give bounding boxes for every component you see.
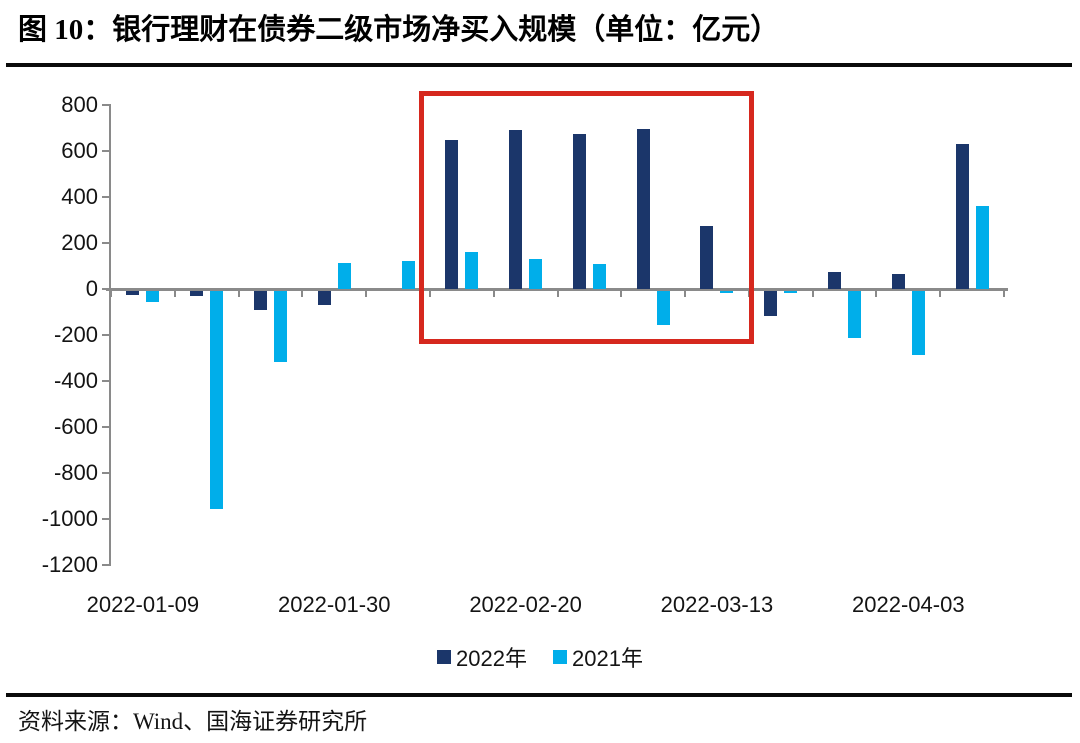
figure-title: 图 10：银行理财在债券二级市场净买入规模（单位：亿元）: [18, 14, 780, 46]
bar-2021年-2022-02-20: [529, 259, 543, 289]
bar-2021年-2022-03-20: [784, 290, 798, 293]
x-axis-tick: [492, 289, 495, 297]
bar-2022年-2022-04-10: [955, 144, 969, 289]
y-axis-label: -600: [53, 414, 98, 439]
bar-2022年-2022-03-13: [700, 225, 714, 289]
bar-2022年-2022-02-27: [572, 133, 586, 289]
y-axis-label: 200: [61, 230, 98, 255]
y-axis-tick: [102, 334, 111, 336]
x-axis-tick: [1003, 289, 1005, 297]
y-axis-tick: [102, 242, 111, 244]
y-axis-tick: [102, 472, 111, 474]
x-axis-tick: [428, 289, 431, 297]
bar-2021年-2022-02-13: [465, 252, 479, 289]
chart-legend: 2022年 2021年: [0, 641, 1080, 673]
x-axis-tick: [811, 289, 814, 297]
bar-2022年-2022-01-23: [253, 290, 267, 311]
y-axis-tick: [102, 426, 111, 428]
bar-2022年-2022-01-30: [317, 290, 331, 306]
bar-2022年-2022-01-16: [190, 290, 204, 297]
bar-2021年-2022-04-03: [911, 290, 925, 355]
x-axis-tick: [684, 289, 687, 297]
bar-2022年-2022-02-13: [445, 139, 459, 289]
y-axis-label: -1200: [41, 552, 98, 577]
bar-2022年-2022-01-09: [126, 290, 140, 296]
y-axis-label: 600: [61, 138, 98, 163]
x-axis-tick: [110, 289, 112, 297]
footer-divider: [6, 693, 1072, 697]
legend-swatch-2021-icon: [553, 650, 567, 664]
bar-2021年-2022-03-06: [656, 290, 670, 325]
y-axis-tick: [102, 150, 111, 152]
x-axis-label: 2022-03-13: [660, 592, 774, 617]
y-axis-label: -400: [53, 368, 98, 393]
y-axis-label: 800: [61, 92, 98, 117]
y-axis-label: 400: [61, 184, 98, 209]
x-axis-tick: [939, 289, 942, 297]
x-axis-label: 2022-02-20: [469, 592, 582, 617]
y-axis-label: -1000: [41, 506, 98, 531]
legend-label-2022: 2022年: [456, 646, 527, 671]
title-divider: [6, 63, 1072, 67]
y-axis-tick: [102, 518, 111, 520]
x-axis-label: 2022-01-09: [86, 592, 200, 617]
bar-2021年-2022-01-23: [273, 290, 287, 362]
bar-2021年-2022-01-16: [210, 290, 224, 509]
bar-2022年-2022-04-03: [891, 274, 905, 289]
x-axis-tick: [173, 289, 176, 297]
bar-2021年-2022-02-06: [401, 261, 415, 289]
bar-2022年-2022-03-27: [828, 271, 842, 289]
x-axis-tick: [747, 289, 750, 297]
y-axis-label: -800: [53, 460, 98, 485]
x-axis-label: 2022-01-30: [277, 592, 391, 617]
bar-2022年-2022-02-20: [509, 130, 523, 289]
bar-2022年-2022-03-06: [636, 129, 650, 289]
legend-swatch-2022-icon: [437, 650, 452, 664]
y-axis-label: -200: [53, 322, 98, 347]
bar-2021年-2022-02-27: [592, 263, 606, 289]
y-axis-label: 0: [85, 276, 98, 301]
bar-2021年-2022-01-09: [146, 290, 160, 302]
bar-2021年-2022-03-27: [848, 290, 862, 338]
legend-item-2022: 2022年: [437, 641, 527, 673]
x-axis-tick: [620, 289, 623, 297]
x-axis-tick: [365, 289, 368, 297]
highlight-rect-annotation: [418, 91, 754, 344]
x-axis-tick: [875, 289, 878, 297]
y-axis-tick: [102, 564, 111, 566]
bar-2021年-2022-01-30: [337, 262, 351, 289]
bar-2021年-2022-03-13: [720, 290, 734, 293]
y-axis-tick: [102, 380, 111, 382]
legend-item-2021: 2021年: [553, 641, 643, 673]
y-axis-tick: [102, 104, 111, 106]
x-axis-tick: [556, 289, 559, 297]
bar-2021年-2022-04-10: [975, 206, 989, 289]
source-note: 资料来源：Wind、国海证券研究所: [18, 709, 368, 734]
x-axis-tick: [301, 289, 304, 297]
bar-2022年-2022-03-20: [764, 290, 778, 316]
legend-label-2021: 2021年: [572, 646, 643, 671]
x-axis-tick: [237, 289, 240, 297]
x-axis-label: 2022-04-03: [852, 592, 965, 617]
y-axis-line: [109, 105, 111, 566]
y-axis-tick: [102, 196, 111, 198]
